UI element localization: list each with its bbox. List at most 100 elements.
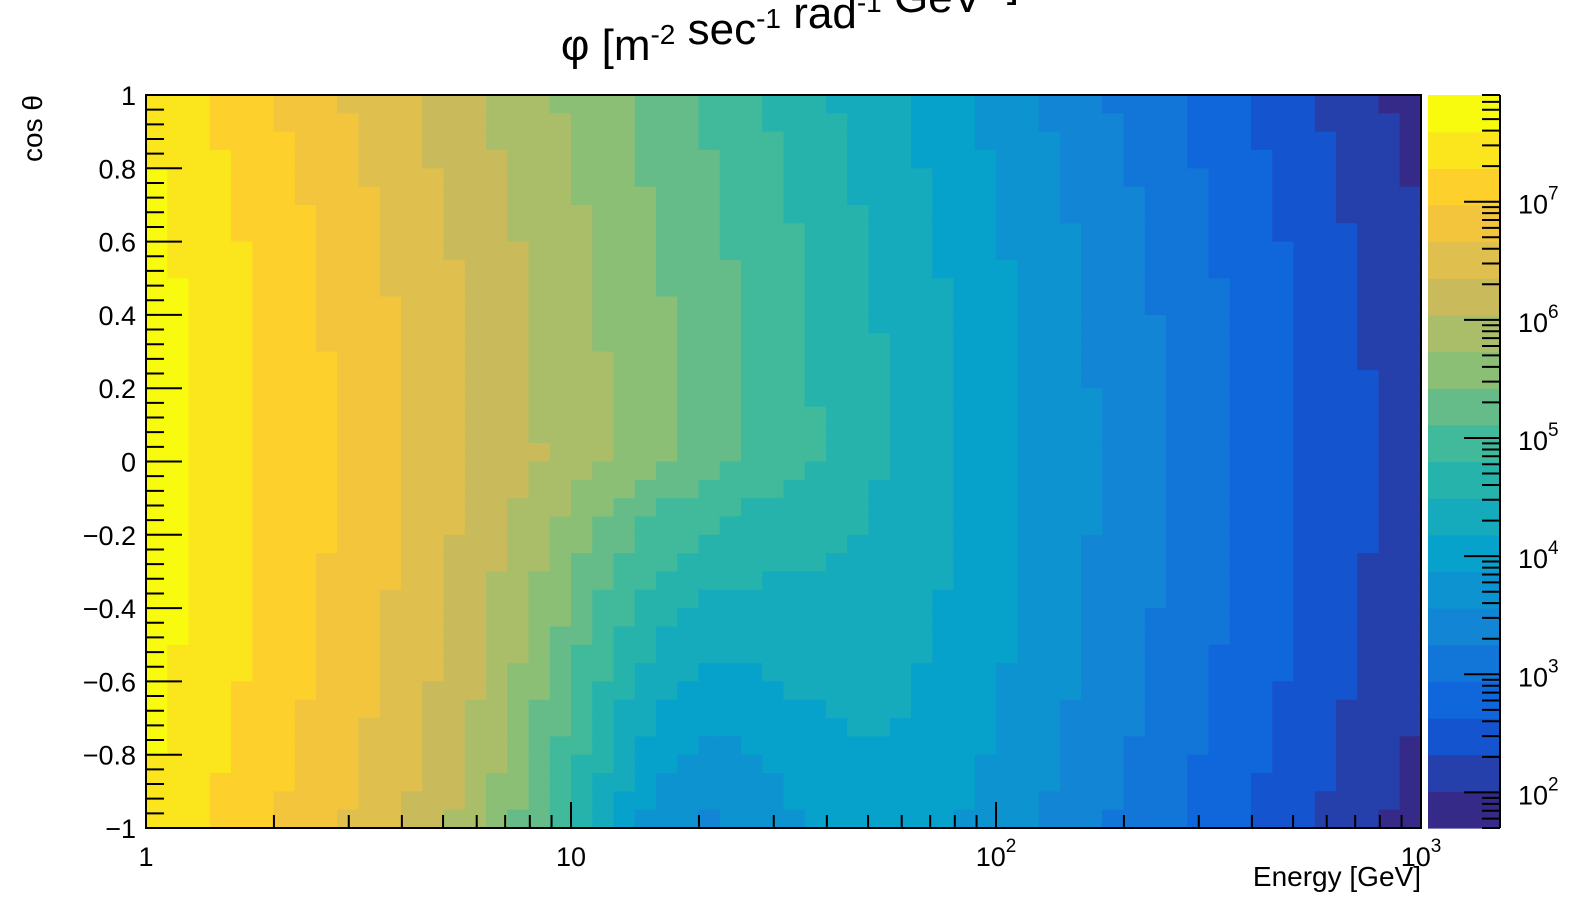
heatmap-cell xyxy=(486,204,508,224)
heatmap-cell xyxy=(613,443,636,463)
heatmap-cell xyxy=(1123,168,1146,188)
heatmap-cell xyxy=(464,479,487,499)
heatmap-cell xyxy=(1314,534,1337,554)
heatmap-cell xyxy=(1187,461,1210,481)
heatmap-cell xyxy=(613,626,636,646)
heatmap-cell xyxy=(1251,608,1273,628)
heatmap-cell xyxy=(252,644,275,664)
heatmap-cell xyxy=(507,809,530,829)
heatmap-cell xyxy=(889,424,912,444)
heatmap-cell xyxy=(1059,461,1082,481)
heatmap-cell xyxy=(592,259,615,279)
heatmap-cell xyxy=(1017,204,1040,224)
heatmap-cell xyxy=(1251,699,1273,719)
heatmap-cell xyxy=(316,681,338,701)
heatmap-cell xyxy=(677,186,700,206)
heatmap-cell xyxy=(443,186,466,206)
heatmap-cell xyxy=(486,736,508,756)
heatmap-cell xyxy=(252,699,275,719)
heatmap-cell xyxy=(507,204,530,224)
heatmap-cell xyxy=(656,186,678,206)
heatmap-cell xyxy=(762,259,785,279)
heatmap-cell xyxy=(1336,589,1358,609)
heatmap-cell xyxy=(1293,406,1316,426)
heatmap-cell xyxy=(1378,608,1401,628)
heatmap-cell xyxy=(741,388,763,408)
heatmap-cell xyxy=(1208,718,1231,737)
heatmap-cell xyxy=(613,553,636,573)
heatmap-cell xyxy=(337,259,360,279)
heatmap-cell xyxy=(889,443,912,463)
heatmap-cell xyxy=(1272,131,1295,151)
heatmap-cell xyxy=(1357,516,1380,536)
heatmap-cell xyxy=(1081,333,1103,353)
heatmap-cell xyxy=(252,278,275,298)
heatmap-cell xyxy=(613,571,636,591)
heatmap-cell xyxy=(316,333,338,353)
heatmap-cell xyxy=(1102,259,1125,279)
heatmap-cell xyxy=(889,681,912,701)
heatmap-cell xyxy=(783,296,806,316)
heatmap-cell xyxy=(1081,461,1103,481)
heatmap-cell xyxy=(1017,333,1040,353)
color-scale-step xyxy=(1428,608,1500,646)
heatmap-cell xyxy=(1208,534,1231,554)
heatmap-cell xyxy=(1272,95,1295,114)
heatmap-cell xyxy=(1123,553,1146,573)
heatmap-cell xyxy=(337,479,360,499)
heatmap-cell xyxy=(1144,608,1167,628)
heatmap-cell xyxy=(231,644,253,664)
heatmap-cell xyxy=(656,718,678,737)
heatmap-cell xyxy=(911,553,933,573)
heatmap-cell xyxy=(826,608,848,628)
heatmap-cell xyxy=(826,736,848,756)
heatmap-cell xyxy=(231,443,253,463)
heatmap-cell xyxy=(1378,369,1401,389)
heatmap-cell xyxy=(146,534,168,554)
heatmap-cell xyxy=(741,608,763,628)
heatmap-cell xyxy=(1102,131,1125,151)
heatmap-cell xyxy=(719,424,742,444)
heatmap-cell xyxy=(209,754,232,774)
heatmap-cell xyxy=(698,406,721,426)
heatmap-cell xyxy=(486,498,508,518)
heatmap-cell xyxy=(613,534,636,554)
heatmap-cell xyxy=(1208,113,1231,133)
heatmap-cell xyxy=(528,809,551,829)
heatmap-cell xyxy=(1166,479,1188,499)
heatmap-cell xyxy=(698,95,721,114)
heatmap-cell xyxy=(953,443,976,463)
heatmap-cell xyxy=(847,149,870,169)
heatmap-cell xyxy=(762,571,785,591)
heatmap-cell xyxy=(1123,791,1146,811)
heatmap-cell xyxy=(868,204,891,224)
heatmap-cell xyxy=(613,718,636,737)
heatmap-cell xyxy=(167,773,190,792)
heatmap-cell xyxy=(698,626,721,646)
heatmap-cell xyxy=(1081,149,1103,169)
heatmap-cell xyxy=(719,131,742,151)
heatmap-cell xyxy=(677,571,700,591)
heatmap-cell xyxy=(316,186,338,206)
heatmap-cell xyxy=(1187,223,1210,243)
heatmap-cell xyxy=(592,553,615,573)
heatmap-cell xyxy=(1251,223,1273,243)
heatmap-cell xyxy=(1059,113,1082,133)
heatmap-cell xyxy=(868,553,891,573)
heatmap-cell xyxy=(1081,406,1103,426)
heatmap-cell xyxy=(1123,736,1146,756)
heatmap-cell xyxy=(911,626,933,646)
heatmap-cell xyxy=(1272,553,1295,573)
heatmap-cell xyxy=(762,204,785,224)
heatmap-cell xyxy=(613,754,636,774)
heatmap-cell xyxy=(316,608,338,628)
heatmap-cell xyxy=(209,186,232,206)
heatmap-cell xyxy=(1229,754,1252,774)
heatmap-cell xyxy=(613,773,636,792)
heatmap-cell xyxy=(1123,241,1146,261)
heatmap-cell xyxy=(698,149,721,169)
heatmap-cell xyxy=(1123,534,1146,554)
heatmap-cell xyxy=(911,351,933,371)
heatmap-cell xyxy=(783,608,806,628)
heatmap-cell xyxy=(1038,571,1061,591)
